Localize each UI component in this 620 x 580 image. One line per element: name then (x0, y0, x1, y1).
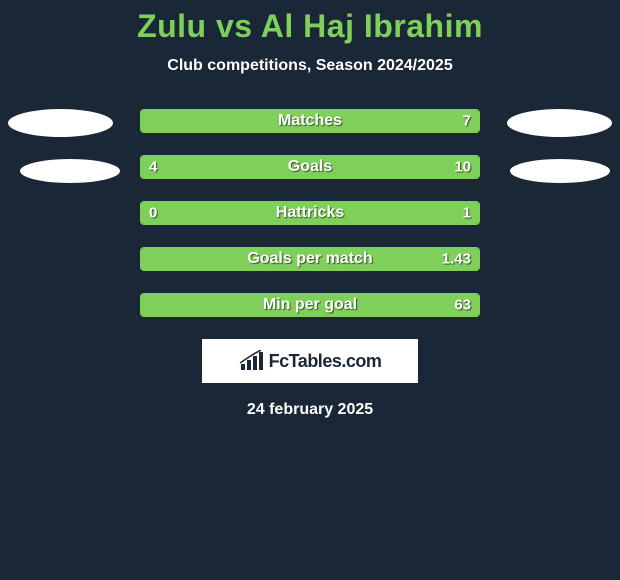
stat-right-value: 1.43 (442, 251, 471, 268)
stat-label: Hattricks (276, 204, 344, 222)
bar-chart-icon (239, 350, 265, 372)
stat-row-hattricks: 0 Hattricks 1 (140, 201, 480, 225)
player-right-marker-1 (507, 109, 612, 137)
stat-row-goals: 4 Goals 10 (140, 155, 480, 179)
stat-bars: Matches 7 4 Goals 10 0 Hattricks 1 (140, 109, 480, 317)
source-logo-text: FcTables.com (269, 351, 382, 372)
stat-label: Min per goal (263, 296, 357, 314)
bar-fill-right (236, 156, 479, 178)
stat-right-value: 10 (454, 159, 471, 176)
stat-label: Goals (288, 158, 332, 176)
date-label: 24 february 2025 (0, 401, 620, 419)
player-left-marker-1 (8, 109, 113, 137)
stat-right-value: 63 (454, 297, 471, 314)
player-right-marker-2 (510, 159, 610, 183)
comparison-chart: Matches 7 4 Goals 10 0 Hattricks 1 (0, 109, 620, 419)
stat-row-goals-per-match: Goals per match 1.43 (140, 247, 480, 271)
stat-left-value: 4 (149, 159, 157, 176)
stat-label: Matches (278, 112, 342, 130)
stat-row-min-per-goal: Min per goal 63 (140, 293, 480, 317)
page-title: Zulu vs Al Haj Ibrahim (0, 0, 620, 45)
player-left-marker-2 (20, 159, 120, 183)
page-subtitle: Club competitions, Season 2024/2025 (0, 57, 620, 75)
stat-right-value: 1 (463, 205, 471, 222)
source-logo-box: FcTables.com (202, 339, 418, 383)
stat-row-matches: Matches 7 (140, 109, 480, 133)
infographic-root: Zulu vs Al Haj Ibrahim Club competitions… (0, 0, 620, 580)
stat-label: Goals per match (247, 250, 372, 268)
stat-right-value: 7 (463, 113, 471, 130)
stat-left-value: 0 (149, 205, 157, 222)
